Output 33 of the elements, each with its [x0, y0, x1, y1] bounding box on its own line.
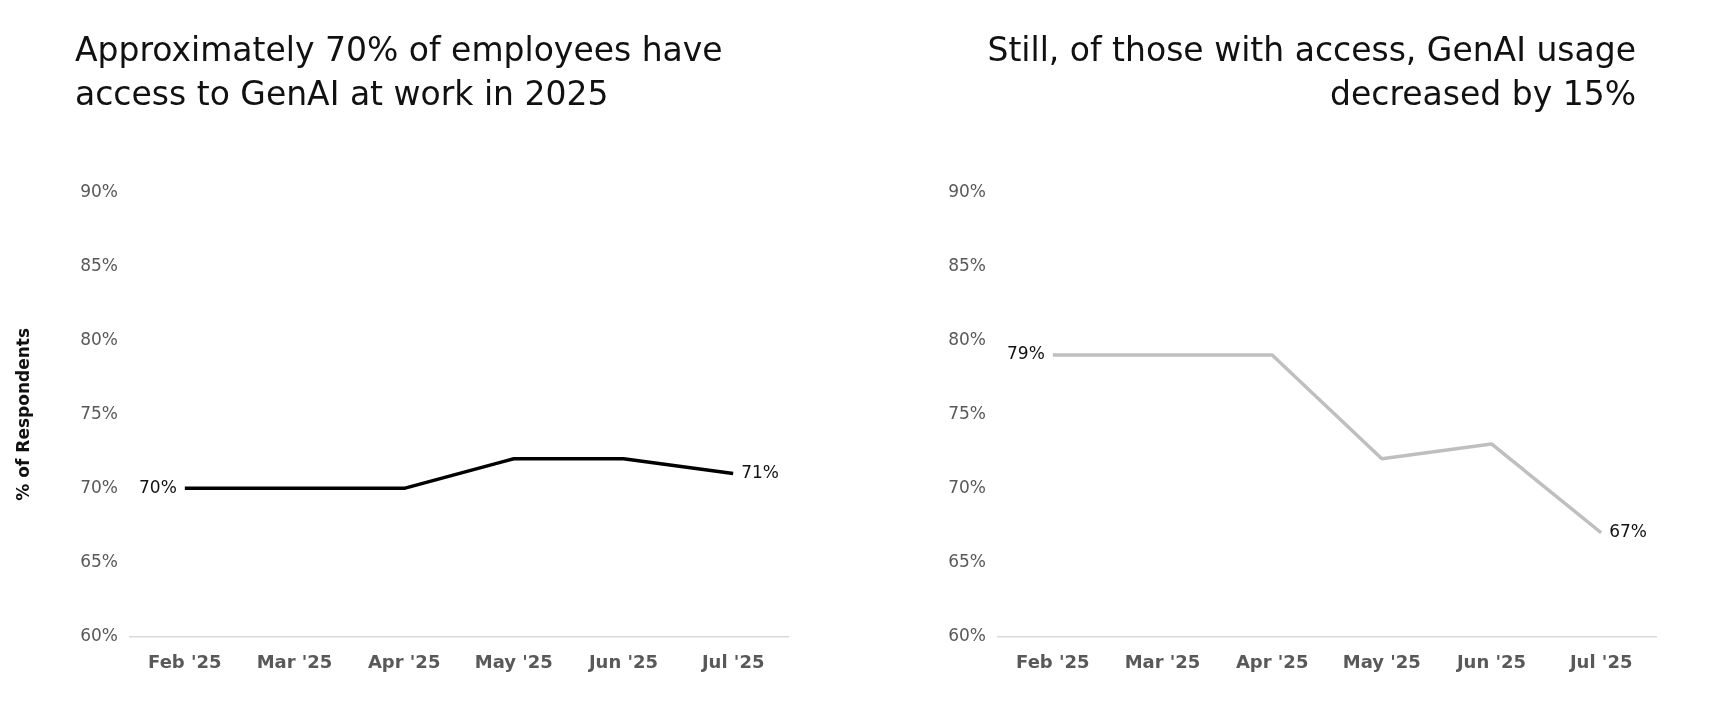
y-tick-label: 70%: [948, 476, 986, 497]
x-tick-label: May '25: [1342, 650, 1421, 672]
x-tick-label: Mar '25: [256, 650, 333, 672]
x-tick-label: May '25: [474, 650, 553, 672]
data-label: 67%: [1609, 521, 1647, 542]
x-tick-label: Mar '25: [1124, 650, 1201, 672]
y-tick-label: 70%: [80, 476, 118, 497]
x-tick-label: Jun '25: [1454, 650, 1527, 672]
x-tick-label: Apr '25: [367, 650, 441, 672]
y-tick-label: 60%: [80, 624, 118, 645]
y-tick-label: 85%: [948, 254, 986, 275]
y-tick-label: 80%: [948, 328, 986, 349]
y-tick-label: 90%: [80, 180, 118, 201]
y-tick-label: 75%: [80, 402, 118, 423]
y-tick-label: 90%: [948, 180, 986, 201]
y-tick-label: 60%: [948, 624, 986, 645]
y-tick-label: 65%: [80, 550, 118, 571]
x-tick-label: Apr '25: [1235, 650, 1309, 672]
x-tick-label: Feb '25: [148, 650, 222, 672]
x-tick-label: Jul '25: [699, 650, 765, 672]
y-axis-title: % of Respondents: [12, 327, 33, 501]
y-tick-label: 80%: [80, 328, 118, 349]
y-tick-label: 65%: [948, 550, 986, 571]
data-label: 70%: [139, 476, 177, 497]
y-tick-label: 75%: [948, 402, 986, 423]
data-label: 79%: [1007, 343, 1045, 364]
x-tick-label: Feb '25: [1016, 650, 1090, 672]
y-tick-label: 85%: [80, 254, 118, 275]
chart-title: Approximately 70% of employees have access to GenAI at work in 2025: [75, 29, 724, 115]
data-label: 71%: [741, 461, 779, 482]
x-tick-label: Jul '25: [1567, 650, 1633, 672]
chart-title: Still, of those with access, GenAI usage decreased by 15%: [986, 29, 1636, 115]
x-tick-label: Jun '25: [586, 650, 659, 672]
